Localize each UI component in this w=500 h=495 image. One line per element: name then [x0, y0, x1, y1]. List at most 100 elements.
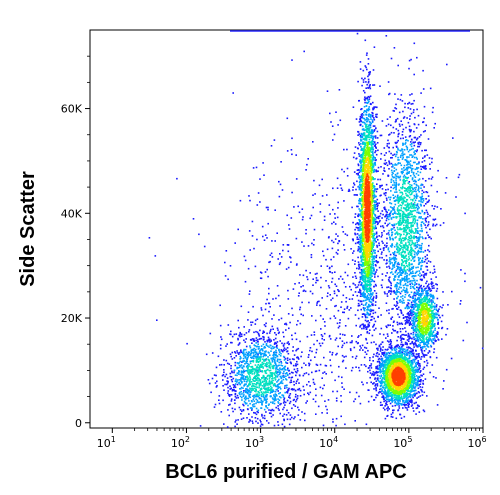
data-point [247, 379, 249, 382]
data-point [266, 237, 268, 239]
data-point [350, 349, 352, 352]
data-point [283, 342, 286, 345]
data-point [434, 339, 436, 341]
data-point [419, 337, 421, 339]
data-point [413, 109, 415, 111]
data-point [393, 184, 396, 186]
data-point [397, 402, 400, 404]
data-point [238, 364, 241, 367]
data-point [425, 341, 428, 344]
data-point [462, 339, 465, 342]
data-point [412, 287, 415, 289]
data-point [425, 220, 427, 223]
data-point [320, 328, 322, 330]
data-point [316, 300, 319, 303]
data-point [428, 294, 430, 297]
data-point [372, 108, 374, 111]
data-point [419, 367, 421, 369]
data-point [288, 369, 290, 372]
data-point [415, 353, 418, 355]
data-point [416, 279, 418, 282]
data-point [360, 164, 363, 166]
data-point [359, 61, 362, 63]
data-point [397, 156, 399, 159]
data-point [431, 111, 434, 114]
data-point [317, 405, 320, 408]
data-point [303, 412, 306, 415]
data-point [377, 217, 379, 219]
data-point [405, 287, 408, 290]
data-point [409, 350, 411, 353]
data-point [264, 308, 267, 311]
data-point [297, 320, 299, 322]
data-point [403, 182, 405, 185]
data-point [373, 213, 376, 216]
data-point [383, 230, 385, 232]
data-point [373, 323, 375, 326]
data-point [300, 313, 302, 316]
data-point [412, 342, 415, 345]
data-point [278, 361, 280, 364]
data-point [286, 369, 289, 371]
data-point [351, 356, 354, 358]
data-point [398, 275, 400, 277]
data-point [267, 302, 270, 305]
data-point [417, 114, 420, 117]
data-point [389, 287, 392, 289]
data-point [388, 341, 390, 343]
data-point [433, 334, 436, 336]
data-point [412, 171, 415, 174]
data-point [234, 392, 237, 395]
data-point [374, 239, 376, 242]
data-point [414, 161, 416, 164]
data-point [440, 208, 442, 210]
data-point [223, 423, 225, 425]
data-point [355, 194, 357, 196]
data-point [369, 292, 372, 295]
data-point [383, 247, 385, 249]
data-point [275, 333, 277, 336]
data-point [374, 301, 377, 303]
data-point [245, 381, 248, 383]
data-point [390, 57, 393, 60]
data-point [396, 282, 398, 284]
data-point [405, 126, 407, 129]
data-point [215, 366, 218, 369]
data-point [401, 323, 404, 325]
data-point [389, 206, 392, 208]
data-point [435, 283, 437, 285]
data-point [273, 395, 276, 398]
data-point [418, 244, 421, 247]
data-point [430, 302, 433, 304]
data-point [255, 337, 258, 339]
data-point [414, 242, 417, 244]
data-point [377, 239, 379, 241]
data-point [253, 355, 255, 358]
data-point [273, 424, 276, 427]
data-point [401, 269, 404, 271]
data-point [386, 353, 388, 355]
data-point [279, 381, 282, 383]
data-point [413, 174, 416, 177]
data-point [265, 391, 267, 394]
data-point [390, 341, 392, 343]
data-point [237, 344, 240, 346]
data-point [387, 348, 389, 351]
data-point [287, 298, 290, 300]
data-point [380, 363, 382, 365]
data-point [234, 242, 236, 244]
data-point [373, 373, 376, 375]
data-point [290, 261, 292, 263]
data-point [417, 208, 419, 210]
data-point [274, 332, 276, 334]
data-point [411, 296, 414, 299]
data-point [371, 121, 374, 123]
data-point [395, 344, 398, 347]
data-point [366, 308, 369, 311]
data-point [435, 308, 438, 311]
data-point [276, 341, 279, 343]
data-point [296, 395, 299, 397]
data-point [427, 346, 430, 348]
data-point [424, 219, 427, 221]
data-point [259, 329, 261, 332]
